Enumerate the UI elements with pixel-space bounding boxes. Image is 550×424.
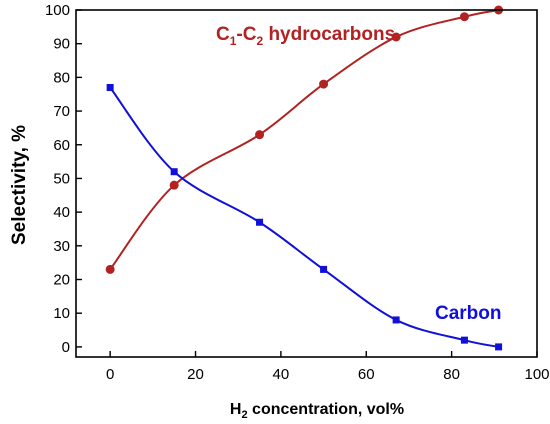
y-tick-label: 10 (53, 305, 70, 322)
hydrocarbons-point (459, 12, 469, 22)
hydrocarbons-point (105, 264, 115, 274)
hydrocarbons-point (319, 79, 329, 89)
x-tick-label: 60 (358, 366, 375, 383)
x-tick-label: 100 (524, 366, 549, 383)
y-tick-label: 60 (53, 137, 70, 154)
carbon-point (460, 336, 468, 344)
data-markers (105, 5, 504, 351)
y-tick-label: 40 (53, 204, 70, 221)
series-label-carbon: Carbon (435, 303, 502, 324)
carbon-point (320, 265, 328, 273)
x-axis-ticks: 0 20 40 60 80 100 (106, 351, 550, 383)
y-tick-label: 90 (53, 36, 70, 53)
y-tick-label: 0 (62, 339, 70, 356)
series-label-c1-c2-hydrocarbons: C1-C2 hydrocarbons (216, 24, 395, 48)
x-axis-title: H2 concentration, vol% (230, 401, 404, 421)
hydrocarbons-point (391, 32, 401, 42)
carbon-point (392, 316, 400, 324)
y-axis-ticks: 0 10 20 30 40 50 60 70 80 90 100 (45, 2, 82, 356)
y-axis-title: Selectivity, % (9, 125, 30, 245)
carbon-point (170, 168, 178, 176)
x-tick-label: 80 (443, 366, 460, 383)
hydrocarbons-point (255, 130, 265, 140)
y-tick-label: 30 (53, 238, 70, 255)
hydrocarbons-point (169, 180, 179, 190)
x-tick-label: 20 (187, 366, 204, 383)
carbon-point (495, 343, 503, 351)
fit-curve-series-0 (109, 9, 499, 271)
x-tick-label: 40 (273, 366, 290, 383)
plot-frame (75, 9, 538, 358)
y-tick-label: 80 (53, 69, 70, 86)
carbon-point (106, 83, 114, 91)
x-tick-label: 0 (106, 366, 114, 383)
y-tick-label: 70 (53, 103, 70, 120)
y-tick-label: 50 (53, 170, 70, 187)
carbon-point (256, 218, 264, 226)
fit-curves (109, 9, 499, 348)
y-tick-label: 100 (45, 2, 70, 19)
y-tick-label: 20 (53, 272, 70, 289)
